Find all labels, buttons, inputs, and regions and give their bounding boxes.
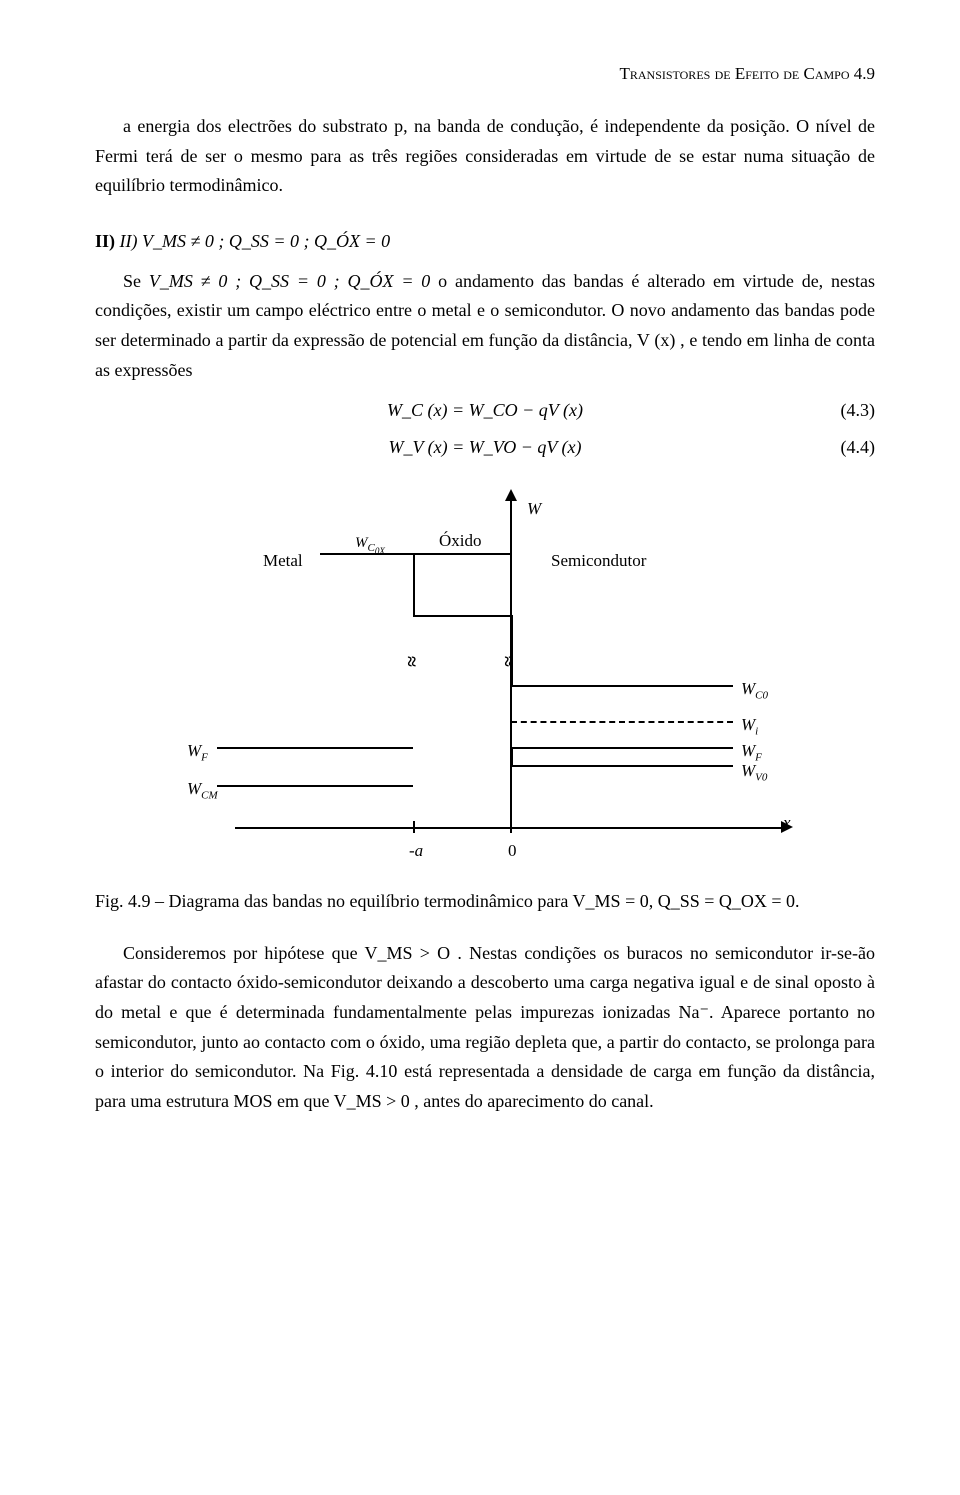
label-semicond: Semicondutor	[551, 547, 646, 575]
tick-minus-a	[413, 821, 415, 833]
label-wc0: WC0	[741, 675, 768, 705]
label-wf-left: WF	[187, 737, 208, 767]
label-wcm: WCM	[187, 775, 218, 805]
p2-a: Se	[123, 271, 149, 291]
label-zero: 0	[508, 837, 517, 865]
y-arrow-icon	[505, 489, 517, 501]
oxide-top-line	[320, 553, 511, 555]
label-wc0x: WC0X	[355, 531, 385, 559]
level-wv0	[511, 765, 733, 767]
vert-to-wv0	[511, 747, 513, 765]
eq2-body: W_V (x) = W_VO − qV (x)	[388, 437, 581, 457]
section-lead: II) II) V_MS ≠ 0 ; Q_SS = 0 ; Q_ÓX = 0	[95, 227, 875, 257]
oxide-left-line	[413, 553, 415, 615]
vert-to-wc0	[511, 615, 513, 685]
oxide-bottom-line	[413, 615, 511, 617]
level-wcm	[217, 785, 413, 787]
label-metal: Metal	[263, 547, 303, 575]
label-minus-a: -a	[409, 837, 423, 865]
paragraph-1: a energia dos electrões do substrato p, …	[95, 112, 875, 201]
eq1-num: (4.3)	[841, 396, 876, 426]
equation-4-4: W_V (x) = W_VO − qV (x) (4.4)	[95, 433, 875, 463]
tick-zero	[510, 821, 512, 833]
level-wc0	[511, 685, 733, 687]
figure-caption: Fig. 4.9 – Diagrama das bandas no equilí…	[95, 887, 875, 917]
level-wf-right	[511, 747, 733, 749]
label-W: W	[527, 495, 541, 523]
level-wi	[511, 721, 733, 723]
paragraph-3: Consideremos por hipótese que V_MS > O .…	[95, 939, 875, 1117]
break-left-icon: ≈	[394, 656, 427, 667]
eq1-body: W_C (x) = W_CO − qV (x)	[387, 400, 583, 420]
label-oxido: Óxido	[439, 527, 482, 555]
eq2-num: (4.4)	[841, 433, 876, 463]
p2-cond: V_MS ≠ 0 ; Q_SS = 0 ; Q_ÓX = 0	[149, 271, 430, 291]
page-header: Transistores de Efeito de Campo 4.9	[95, 60, 875, 88]
label-wv0: WV0	[741, 757, 767, 787]
break-right-icon: ≈	[491, 656, 524, 667]
x-axis	[235, 827, 783, 829]
paragraph-2: Se V_MS ≠ 0 ; Q_SS = 0 ; Q_ÓX = 0 o anda…	[95, 267, 875, 386]
level-wf-left	[217, 747, 413, 749]
band-diagram: ≈ ≈ W Óxido Metal Semicondutor WC0X WC0 …	[165, 489, 805, 869]
label-x: x	[783, 809, 791, 837]
section-lead-cond: II) V_MS ≠ 0 ; Q_SS = 0 ; Q_ÓX = 0	[120, 231, 391, 251]
equation-4-3: W_C (x) = W_CO − qV (x) (4.3)	[95, 396, 875, 426]
